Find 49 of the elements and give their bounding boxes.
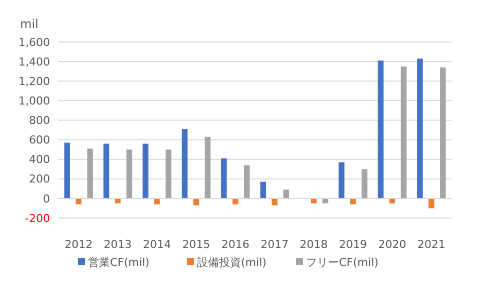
y-tick-label: 200	[29, 172, 50, 186]
y-tick-label: 1,400	[18, 55, 50, 68]
bar	[440, 67, 446, 198]
legend-label: 営業CF(mil)	[88, 256, 150, 269]
y-tick-label: 0	[43, 192, 50, 206]
y-tick-label: 1,600	[18, 36, 50, 49]
x-tick-label: 2020	[378, 238, 406, 251]
y-tick-label: 400	[29, 153, 50, 166]
bar	[260, 182, 266, 198]
bar	[87, 148, 93, 198]
y-tick-label: 1,200	[18, 74, 50, 88]
bar	[400, 66, 407, 198]
x-tick-label: 2017	[260, 238, 289, 251]
bar	[182, 129, 188, 198]
x-tick-label: 2012	[64, 238, 93, 251]
bar	[142, 144, 148, 198]
y-tick-label: 600	[29, 134, 50, 147]
x-tick-label: 2013	[104, 238, 132, 251]
legend-label: 設備投資(mil)	[197, 256, 266, 269]
bar	[126, 150, 132, 198]
y-axis-title: mil	[20, 17, 38, 31]
bar	[272, 198, 278, 206]
bar	[64, 142, 70, 198]
x-tick-label: 2016	[221, 238, 250, 251]
bar	[76, 198, 82, 204]
legend-label: フリーCF(mil)	[306, 256, 378, 269]
y-tick-label: 1,000	[18, 94, 50, 108]
x-tick-label: 2018	[300, 238, 328, 251]
bar	[244, 165, 250, 198]
bar	[193, 198, 200, 206]
bar	[350, 198, 356, 204]
bar	[204, 136, 211, 198]
y-tick-label: -200	[25, 212, 50, 225]
bar	[417, 58, 423, 198]
x-tick-label: 2015	[182, 238, 210, 251]
bar	[378, 60, 384, 198]
x-tick-label: 2014	[142, 238, 171, 251]
bar	[232, 198, 238, 204]
bar	[362, 169, 368, 198]
bar	[221, 158, 227, 198]
x-tick-label: 2021	[417, 238, 446, 251]
bar	[428, 198, 434, 208]
bar	[166, 150, 172, 198]
bar	[283, 190, 289, 198]
x-tick-label: 2019	[339, 238, 368, 251]
bar	[338, 162, 344, 198]
bar	[103, 144, 110, 198]
bar	[154, 198, 160, 204]
y-tick-label: 800	[29, 114, 50, 128]
